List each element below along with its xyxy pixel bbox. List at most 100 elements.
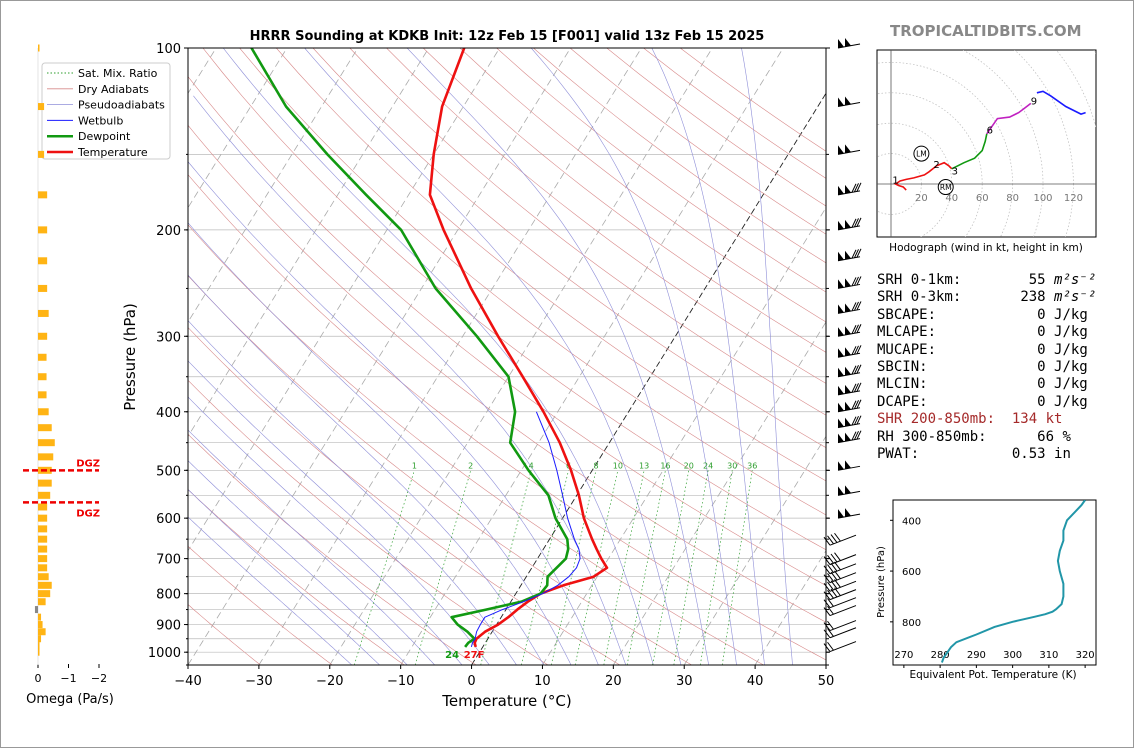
mixing-ratio-line xyxy=(699,470,733,665)
wind-barb xyxy=(823,627,857,639)
hodograph-ring-label: 100 xyxy=(1033,193,1052,204)
barb-feather xyxy=(823,536,831,546)
x-axis-label: Temperature (°C) xyxy=(441,692,571,710)
barb-flag xyxy=(838,461,844,471)
isotherm-line xyxy=(329,48,713,665)
stat-row: SBCIN: 0 J/kg xyxy=(877,359,1096,376)
barb-shaft xyxy=(829,641,857,653)
barb-shaft xyxy=(829,534,857,546)
x-tick-label: −30 xyxy=(245,674,272,689)
stat-label: SBCAPE: xyxy=(877,306,937,323)
mixing-ratio-label: 30 xyxy=(727,461,737,470)
wind-barb xyxy=(823,641,857,653)
theta-e-x-tick-label: 280 xyxy=(931,650,950,661)
stat-label: MUCAPE: xyxy=(877,341,937,358)
stat-unit: m²s⁻² xyxy=(1045,272,1097,288)
omega-bar xyxy=(38,424,52,432)
barb-flag xyxy=(845,460,851,470)
y-tick-label: 900 xyxy=(156,619,181,634)
stat-pad xyxy=(928,376,1038,392)
x-tick-label: 20 xyxy=(605,674,622,689)
stat-label: MLCAPE: xyxy=(877,324,937,341)
isotherm-line xyxy=(400,48,784,665)
moist-adiabat-line xyxy=(188,489,381,665)
barb-flag xyxy=(838,327,844,337)
omega-bar xyxy=(38,613,42,621)
moist-adiabat-line xyxy=(188,360,490,665)
barb-feather xyxy=(856,345,862,354)
dry-adiabat-line xyxy=(188,327,621,665)
wind-barb xyxy=(837,415,862,429)
theta-e-y-tick-label: 600 xyxy=(902,567,921,578)
omega-bar xyxy=(38,564,48,572)
stat-value: 66 xyxy=(1037,428,1055,445)
mixing-ratio-line xyxy=(652,470,690,665)
omega-bar xyxy=(38,581,52,589)
barb-feather xyxy=(854,324,859,334)
barb-flag xyxy=(838,145,844,155)
moist-adiabat-line xyxy=(188,396,463,665)
isotherm-line xyxy=(471,92,826,665)
legend: Sat. Mix. Ratio Dry Adiabats Pseudoadiabat… xyxy=(41,62,171,160)
omega-bar xyxy=(38,103,45,111)
stat-unit: J/kg xyxy=(1045,324,1088,341)
barb-feather xyxy=(823,629,831,639)
dry-adiabat-line xyxy=(202,48,826,551)
barb-flag xyxy=(845,144,851,154)
mixing-ratio-line xyxy=(673,470,709,665)
dry-adiabat-line xyxy=(239,48,826,516)
hodograph-label: Hodograph (wind in kt, height in km) xyxy=(889,242,1083,254)
barb-feather xyxy=(823,565,831,575)
barb-feather xyxy=(856,415,862,425)
omega-bar xyxy=(38,628,46,636)
y-tick-label: 200 xyxy=(156,224,181,239)
barb-feather xyxy=(851,400,857,410)
wind-barb xyxy=(823,552,857,566)
omega-bar xyxy=(38,353,47,361)
barb-feather xyxy=(851,431,857,441)
mixing-ratio-label: 16 xyxy=(660,461,670,470)
x-tick-label: −40 xyxy=(174,674,201,689)
stat-pad xyxy=(936,342,1037,358)
omega-bar xyxy=(38,621,43,629)
x-tick-label: 0 xyxy=(467,674,475,689)
stat-pad xyxy=(936,307,1037,323)
barb-feather xyxy=(830,534,838,543)
barb-feather xyxy=(851,383,857,393)
omega-panel: 0 −1 −2 DGZ DGZ xyxy=(23,44,107,685)
hodograph-trace xyxy=(986,102,1032,135)
wind-barb xyxy=(837,382,862,396)
barb-shaft xyxy=(829,620,857,632)
dry-adiabat-line xyxy=(188,379,549,665)
mixing-ratio-line xyxy=(574,470,619,665)
barb-feather xyxy=(827,620,834,630)
barb-flag xyxy=(845,366,851,376)
mixing-ratio-line xyxy=(521,470,569,665)
skewt-profiles xyxy=(250,48,609,648)
barb-feather xyxy=(854,400,859,409)
y-tick-label: 600 xyxy=(156,512,181,527)
barb-feather xyxy=(851,183,857,193)
dry-adiabat-line xyxy=(312,48,826,448)
omega-tick-label: 0 xyxy=(35,672,42,685)
barb-feather xyxy=(830,588,838,598)
omega-bar xyxy=(38,590,51,598)
barb-feather xyxy=(823,599,831,609)
barb-flag xyxy=(845,485,851,495)
barb-feather xyxy=(856,301,862,311)
stat-row: SRH 0-1km: 55 m²s⁻² xyxy=(877,272,1096,289)
wind-barb xyxy=(837,301,862,314)
omega-bar xyxy=(38,635,42,643)
moist-adiabat-line xyxy=(651,48,765,665)
wind-barb xyxy=(823,570,857,584)
barb-feather xyxy=(854,218,859,227)
hodograph-height-label: 6 xyxy=(987,125,993,136)
barb-feather xyxy=(827,628,834,637)
moist-adiabat-line xyxy=(188,429,436,665)
barb-feather xyxy=(851,249,857,259)
moist-adiabat-line xyxy=(188,516,353,665)
wind-barb xyxy=(837,460,861,471)
x-tick-label: −10 xyxy=(387,674,414,689)
barb-feather xyxy=(823,622,831,631)
stat-value: 238 xyxy=(1020,289,1046,306)
